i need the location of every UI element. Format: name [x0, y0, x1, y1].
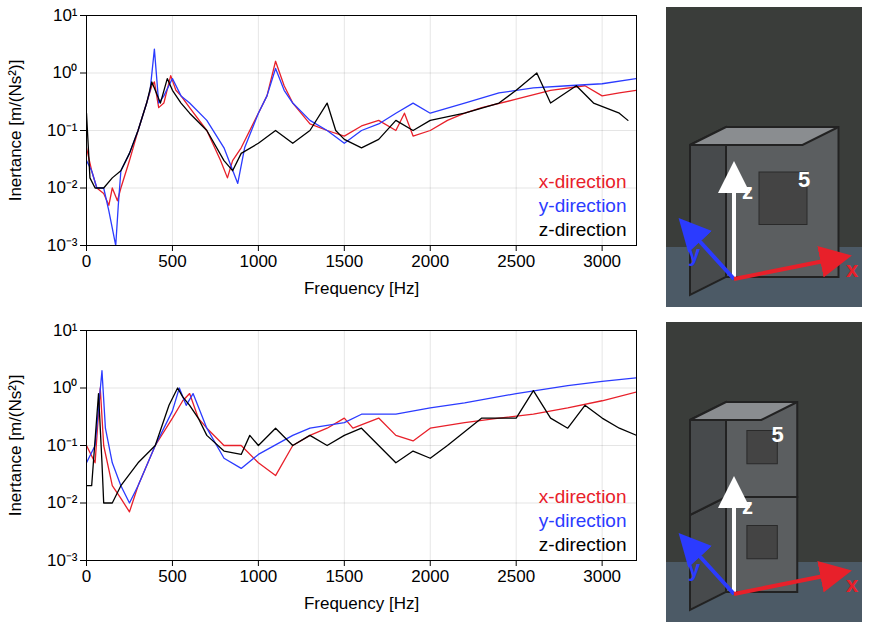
svg-text:500: 500	[158, 567, 186, 586]
svg-text:3000: 3000	[583, 252, 621, 271]
svg-text:z-direction: z-direction	[539, 534, 627, 555]
svg-text:1500: 1500	[325, 567, 363, 586]
svg-text:10⁰: 10⁰	[53, 378, 78, 397]
svg-text:10⁻³: 10⁻³	[47, 236, 78, 255]
svg-text:Frequency [Hz]: Frequency [Hz]	[304, 279, 419, 298]
svg-text:y: y	[688, 241, 701, 266]
svg-text:3000: 3000	[583, 567, 621, 586]
svg-text:10¹: 10¹	[53, 6, 78, 25]
svg-text:y-direction: y-direction	[539, 195, 627, 216]
svg-text:10⁻³: 10⁻³	[47, 551, 78, 570]
svg-text:y: y	[688, 556, 701, 581]
svg-text:10⁻¹: 10⁻¹	[47, 121, 78, 140]
svg-text:z-direction: z-direction	[539, 219, 627, 240]
svg-text:10⁻²: 10⁻²	[47, 493, 78, 512]
svg-text:2500: 2500	[497, 567, 535, 586]
svg-text:x: x	[846, 257, 859, 282]
svg-text:0: 0	[82, 567, 91, 586]
svg-text:5: 5	[772, 422, 784, 447]
svg-text:10¹: 10¹	[53, 321, 78, 340]
svg-text:2000: 2000	[411, 252, 449, 271]
svg-text:y-direction: y-direction	[539, 510, 627, 531]
svg-text:500: 500	[158, 252, 186, 271]
svg-text:5: 5	[798, 167, 810, 192]
svg-text:1500: 1500	[325, 252, 363, 271]
svg-text:x: x	[846, 572, 859, 597]
svg-text:Frequency [Hz]: Frequency [Hz]	[304, 594, 419, 613]
svg-text:x-direction: x-direction	[539, 171, 627, 192]
svg-text:10⁰: 10⁰	[53, 63, 78, 82]
svg-text:2000: 2000	[411, 567, 449, 586]
svg-text:z: z	[742, 494, 753, 519]
svg-text:z: z	[742, 179, 753, 204]
svg-text:2500: 2500	[497, 252, 535, 271]
svg-text:0: 0	[82, 252, 91, 271]
svg-text:Inertance [m/(Ns²)]: Inertance [m/(Ns²)]	[6, 60, 25, 202]
svg-text:Inertance [m/(Ns²)]: Inertance [m/(Ns²)]	[6, 375, 25, 517]
svg-text:1000: 1000	[239, 252, 277, 271]
svg-text:10⁻²: 10⁻²	[47, 178, 78, 197]
svg-text:x-direction: x-direction	[539, 486, 627, 507]
svg-text:10⁻¹: 10⁻¹	[47, 436, 78, 455]
svg-text:1000: 1000	[239, 567, 277, 586]
